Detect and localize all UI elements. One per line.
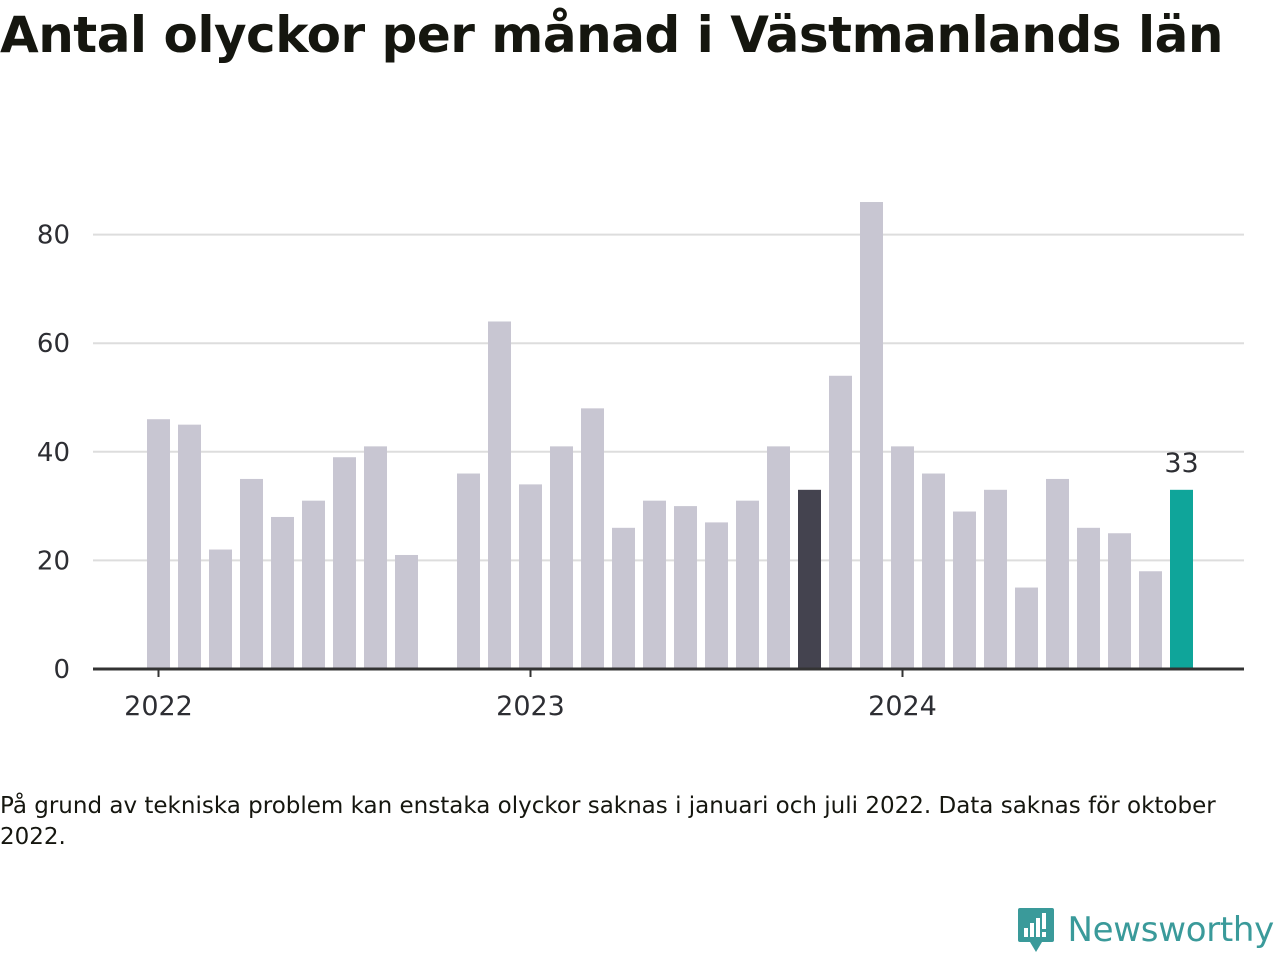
y-tick-label: 80	[37, 221, 70, 251]
bar-2024-05	[1015, 587, 1038, 669]
brand-name: Newsworthy	[1067, 910, 1275, 950]
bar-2023-02	[550, 446, 573, 669]
bar-2023-07	[705, 522, 728, 669]
gridlines	[93, 233, 1244, 562]
bar-2023-06	[674, 506, 697, 669]
bar-2024-10	[1170, 489, 1193, 669]
bar-2022-05	[271, 516, 294, 669]
bar-2023-01	[519, 484, 542, 669]
bar-2024-03	[953, 511, 976, 669]
bar-2024-06	[1046, 478, 1069, 669]
x-tick-label: 2022	[124, 691, 193, 722]
bar-2023-11	[829, 375, 852, 669]
chart-title: Antal olyckor per månad i Västmanlands l…	[0, 6, 1223, 64]
bar-2023-10	[798, 489, 821, 669]
newsworthy-logo-icon	[1017, 908, 1054, 952]
brand-logo: Newsworthy	[1016, 906, 1274, 954]
x-axis: 2022 2023 2024	[93, 667, 1244, 722]
bar-2022-04	[240, 478, 263, 669]
bar-2022-11	[457, 473, 480, 669]
footnote: På grund av tekniska problem kan enstaka…	[0, 793, 1216, 850]
bar-2022-08	[364, 446, 387, 669]
bar-2022-06	[302, 500, 325, 669]
bar-2023-12	[860, 202, 883, 669]
bar-2024-01	[891, 446, 914, 669]
bar-2024-09	[1139, 571, 1162, 669]
y-tick-label: 60	[37, 329, 70, 359]
data-label: 33	[1164, 448, 1198, 479]
x-tick-label: 2023	[496, 691, 565, 722]
bar-2024-04	[984, 489, 1007, 669]
bar-2023-05	[643, 500, 666, 669]
y-tick-label: 20	[37, 546, 70, 576]
y-tick-label: 40	[37, 438, 70, 468]
bar-2023-03	[581, 408, 604, 669]
bar-2022-12	[488, 321, 511, 669]
bar-2022-01	[147, 419, 170, 669]
bar-2022-07	[333, 457, 356, 669]
bar-2023-04	[612, 527, 635, 669]
bar-2022-02	[178, 424, 201, 669]
x-tick-label: 2024	[868, 691, 937, 722]
bar-2023-09	[767, 446, 790, 669]
bars	[147, 202, 1193, 669]
bar-2024-08	[1108, 533, 1131, 669]
bar-2023-08	[736, 500, 759, 669]
bar-chart: 0 20 40 60 80 2022 2023 2024 33	[37, 202, 1244, 722]
bar-2022-09	[395, 554, 418, 669]
y-tick-label: 0	[53, 655, 70, 685]
bar-2024-07	[1077, 527, 1100, 669]
y-axis-tick-labels: 0 20 40 60 80	[37, 221, 70, 685]
bar-2022-03	[209, 549, 232, 669]
bar-2024-02	[922, 473, 945, 669]
data-labels: 33	[1164, 448, 1198, 479]
